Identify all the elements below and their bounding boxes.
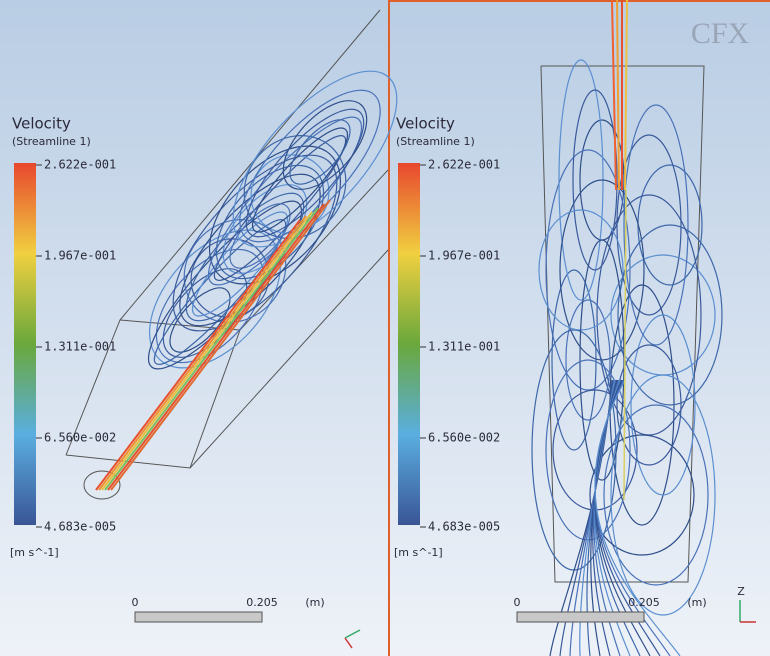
legend-title: Velocity (12, 115, 71, 133)
colorbar (14, 163, 36, 525)
scale-end: 0.205 (246, 596, 278, 609)
tick-label: 4.683e-005 (428, 520, 500, 534)
scale-bar (135, 612, 262, 622)
tick-label: 1.967e-001 (428, 249, 500, 263)
legend-unit: [m s^-1] (10, 546, 59, 559)
tick-label: 2.622e-001 (428, 158, 500, 172)
axis-label: Z (737, 585, 745, 598)
legend-title: Velocity (396, 115, 455, 133)
tick-label: 1.311e-001 (428, 340, 500, 354)
tick-label: 1.311e-001 (44, 340, 116, 354)
tick-label: 2.622e-001 (44, 158, 116, 172)
tick-label: 6.560e-002 (428, 431, 500, 445)
scale-unit: (m) (305, 596, 324, 609)
scale-bar (517, 612, 644, 622)
scale-start: 0 (132, 596, 139, 609)
tick-label: 6.560e-002 (44, 431, 116, 445)
colorbar (398, 163, 420, 525)
scale-unit: (m) (687, 596, 706, 609)
logo: CFX (691, 17, 750, 50)
legend-unit: [m s^-1] (394, 546, 443, 559)
figure: CFX Velocity (Streamline 1) 2.622e-001 1.96… (0, 0, 770, 656)
legend-subtitle: (Streamline 1) (12, 135, 91, 148)
legend-subtitle: (Streamline 1) (396, 135, 475, 148)
scale-end: 0.205 (628, 596, 660, 609)
tick-label: 4.683e-005 (44, 520, 116, 534)
scale-start: 0 (514, 596, 521, 609)
tick-label: 1.967e-001 (44, 249, 116, 263)
